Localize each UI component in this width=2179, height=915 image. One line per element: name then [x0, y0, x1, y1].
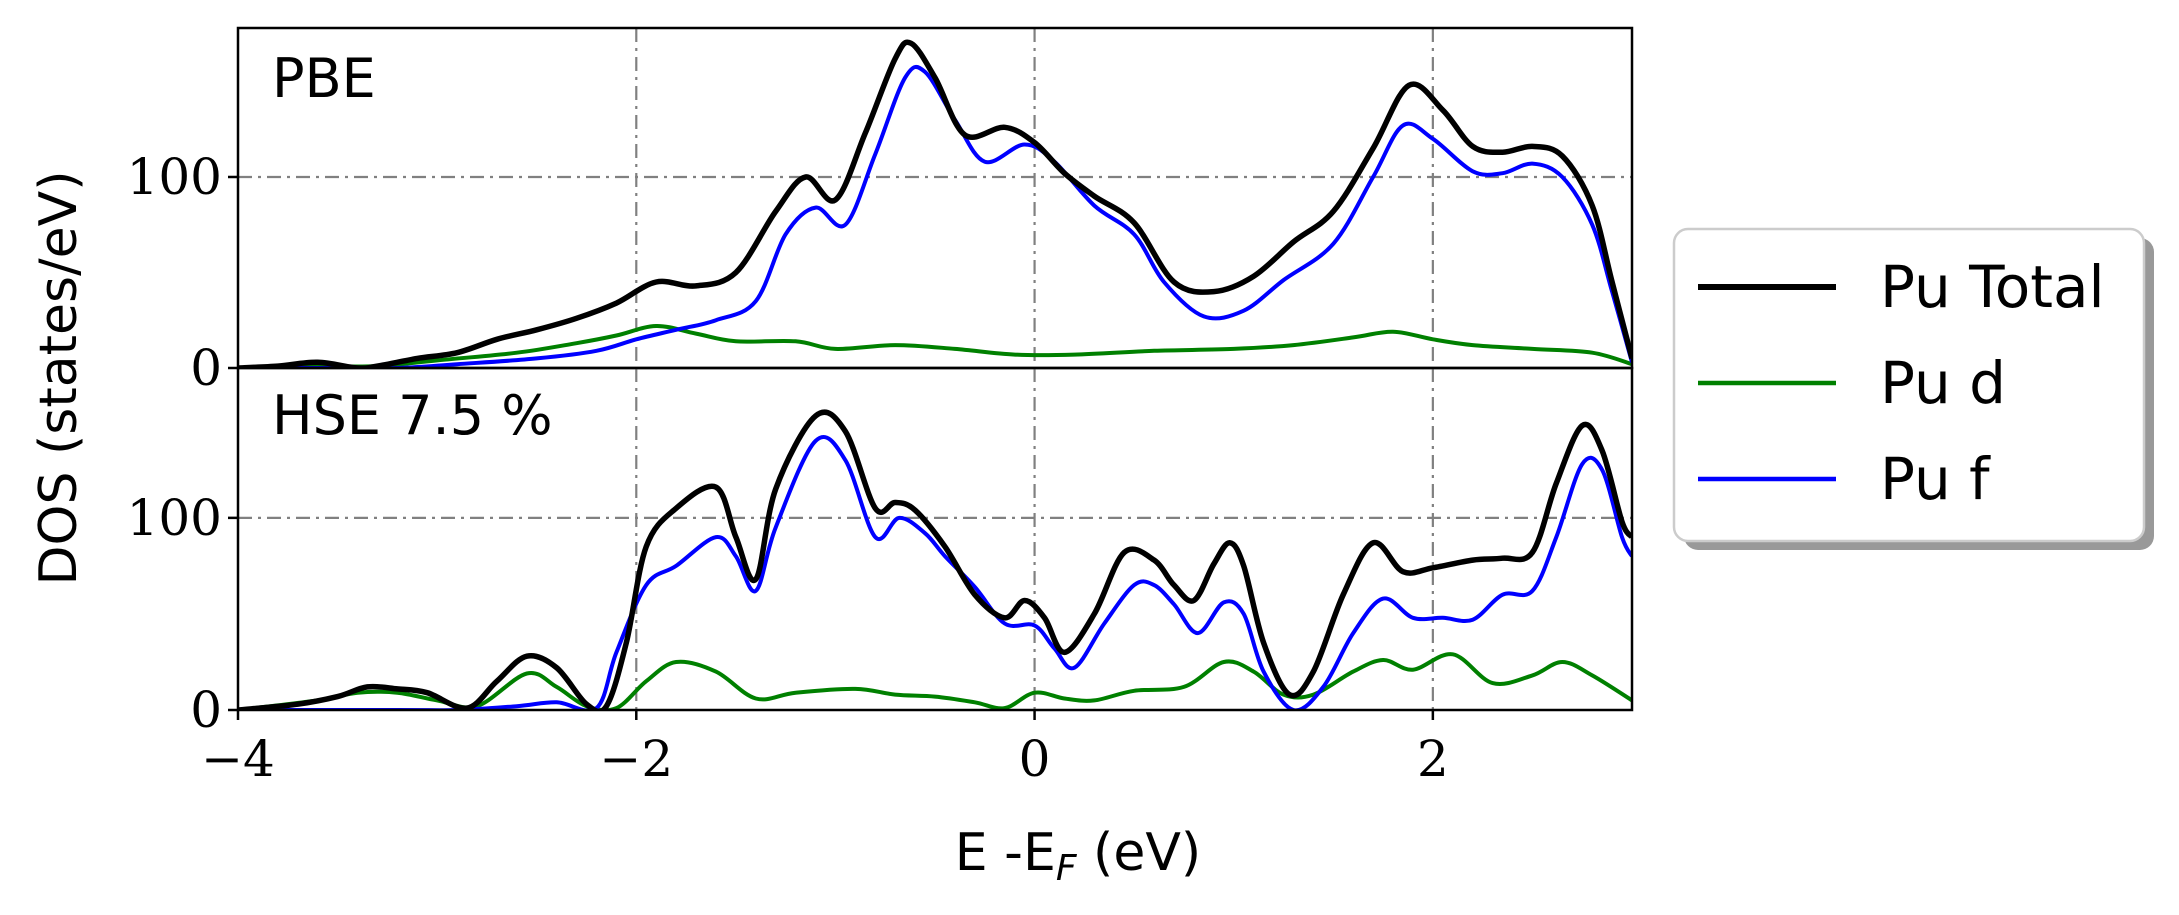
- y-tick-label: 100: [127, 148, 222, 206]
- series-curves: [238, 39, 1632, 368]
- x-axis-title: E -EF (eV): [955, 823, 1201, 889]
- series-line-pu-total: [238, 409, 1632, 710]
- legend-label-pu-total: Pu Total: [1880, 253, 2105, 321]
- x-tick-label: −2: [599, 730, 673, 788]
- x-tick-label: −4: [201, 730, 275, 788]
- y-ticks: 0 100: [127, 489, 238, 739]
- legend: Pu Total Pu d Pu f: [1672, 227, 2154, 550]
- y-tick-label: 0: [190, 681, 222, 739]
- x-tick-label: 0: [1019, 730, 1051, 788]
- series-line-pu-d: [238, 323, 1632, 368]
- series-line-pu-total: [238, 39, 1632, 368]
- x-axis-title-main: E -E: [955, 823, 1056, 883]
- panel-hse: HSE 7.5 % 0 100: [127, 366, 1634, 739]
- series-line-pu-d: [238, 652, 1632, 710]
- panel-pbe: PBE 0 100: [127, 26, 1634, 397]
- panel-frame: [236, 366, 1634, 712]
- panel-label: HSE 7.5 %: [272, 384, 553, 447]
- x-axis-title-subscript: F: [1056, 848, 1078, 889]
- y-tick-label: 100: [127, 489, 222, 547]
- series-curves: [238, 409, 1632, 710]
- y-ticks: 0 100: [127, 148, 238, 397]
- panel-label: PBE: [272, 47, 376, 110]
- legend-label-pu-d: Pu d: [1880, 349, 2006, 417]
- series-line-pu-f: [238, 65, 1632, 368]
- legend-label-pu-f: Pu f: [1880, 445, 1991, 513]
- x-ticks: −4 −2 0 2: [201, 710, 1449, 788]
- x-axis-title-unit: (eV): [1077, 823, 1202, 883]
- y-tick-label: 0: [190, 339, 222, 397]
- series-line-pu-f: [238, 435, 1632, 710]
- grid-lines: [238, 368, 1632, 710]
- legend-items: Pu Total Pu d Pu f: [1698, 253, 2105, 513]
- legend-box: [1672, 227, 2146, 543]
- x-tick-label: 2: [1417, 730, 1449, 788]
- grid-lines: [238, 28, 1632, 368]
- y-axis-title: DOS (states/eV): [29, 171, 89, 586]
